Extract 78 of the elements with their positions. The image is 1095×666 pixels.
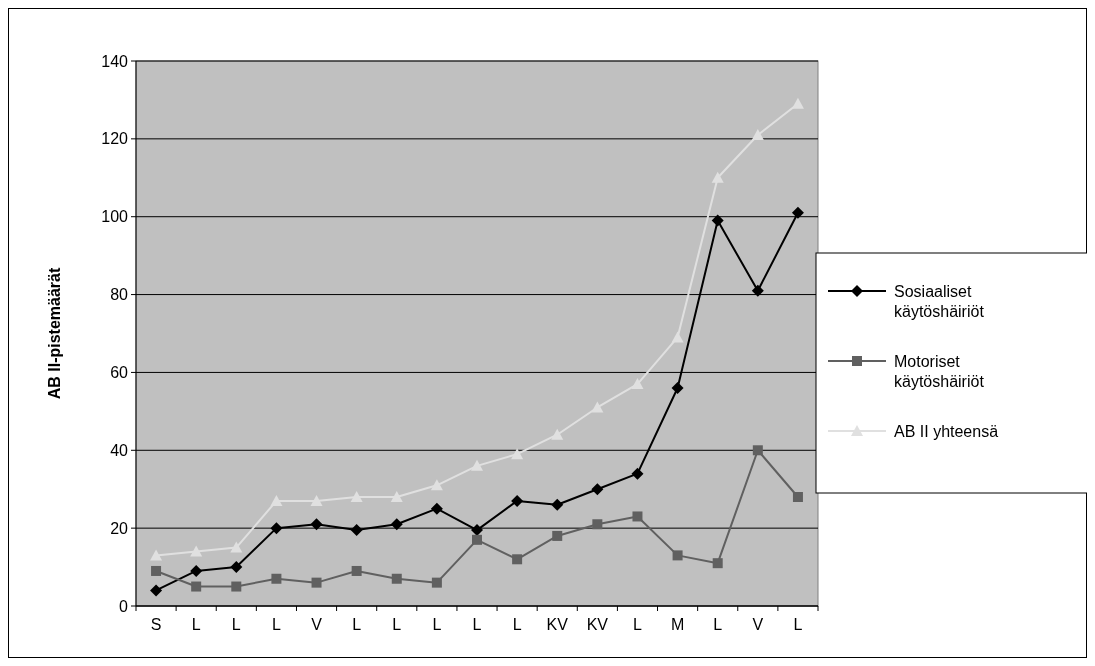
point	[551, 498, 564, 511]
point	[351, 565, 362, 576]
point	[150, 584, 163, 597]
point	[631, 467, 644, 480]
x-tick-label: KV	[546, 616, 569, 633]
point	[270, 522, 283, 535]
point	[271, 573, 282, 584]
y-tick-label: 0	[119, 597, 129, 615]
point	[190, 564, 203, 577]
point	[751, 284, 764, 297]
point	[350, 491, 363, 502]
point	[471, 459, 483, 471]
point	[712, 558, 723, 569]
point	[671, 331, 684, 343]
point	[430, 502, 443, 515]
point	[671, 382, 684, 394]
point	[552, 530, 563, 541]
point	[511, 494, 524, 507]
x-tick-label: M	[670, 616, 685, 633]
legend-label: Sosiaaliset käytöshäiriöt	[894, 282, 985, 321]
x-tick-label: L	[392, 616, 402, 633]
point	[791, 206, 804, 219]
point	[672, 550, 683, 561]
x-tick-label: V	[311, 616, 323, 633]
point	[390, 491, 403, 502]
x-tick-label: KV	[586, 616, 609, 633]
point	[711, 214, 724, 227]
y-axis-title: AB II-pistemäärät	[46, 267, 63, 400]
y-tick-label: 120	[101, 130, 129, 148]
x-tick-label: V	[752, 616, 764, 633]
point	[631, 378, 644, 390]
point	[390, 518, 403, 531]
x-tick-label: L	[472, 616, 482, 633]
point	[592, 519, 603, 530]
point	[752, 445, 763, 456]
y-tick-label: 100	[101, 208, 129, 226]
point	[391, 573, 402, 584]
point	[191, 581, 202, 592]
point	[511, 448, 524, 460]
x-tick-label: L	[191, 616, 201, 633]
x-tick-label: L	[793, 616, 803, 633]
point	[310, 494, 323, 506]
point	[151, 565, 162, 576]
y-tick-label: 80	[110, 286, 129, 304]
point	[311, 577, 322, 588]
point	[270, 494, 283, 506]
legend-label: Motoriset käytöshäiriöt	[894, 352, 985, 391]
x-tick-label: L	[231, 616, 241, 633]
point	[591, 401, 604, 413]
point	[230, 541, 243, 553]
point	[150, 549, 163, 561]
legend-label: AB II yhteensä	[894, 422, 999, 440]
point	[591, 483, 604, 496]
point	[190, 545, 203, 557]
point	[551, 428, 564, 440]
point	[512, 554, 523, 565]
point	[350, 524, 363, 537]
y-tick-label: 60	[110, 364, 129, 382]
y-tick-label: 40	[110, 441, 129, 459]
point	[310, 518, 323, 531]
x-tick-label: L	[633, 616, 643, 633]
y-tick-label: 140	[101, 52, 129, 70]
x-tick-label: S	[150, 616, 162, 633]
point	[472, 534, 482, 545]
point	[751, 128, 764, 140]
x-tick-label: L	[432, 616, 442, 633]
x-tick-label: L	[512, 616, 522, 633]
x-tick-label: L	[271, 616, 281, 633]
point	[430, 479, 443, 491]
x-tick-label: L	[713, 616, 723, 633]
point	[231, 581, 242, 592]
x-tick-label: L	[352, 616, 362, 633]
point	[632, 511, 643, 522]
point	[711, 171, 724, 183]
y-tick-label: 20	[110, 519, 129, 537]
point	[431, 577, 442, 588]
point	[230, 561, 243, 574]
point	[792, 492, 803, 502]
